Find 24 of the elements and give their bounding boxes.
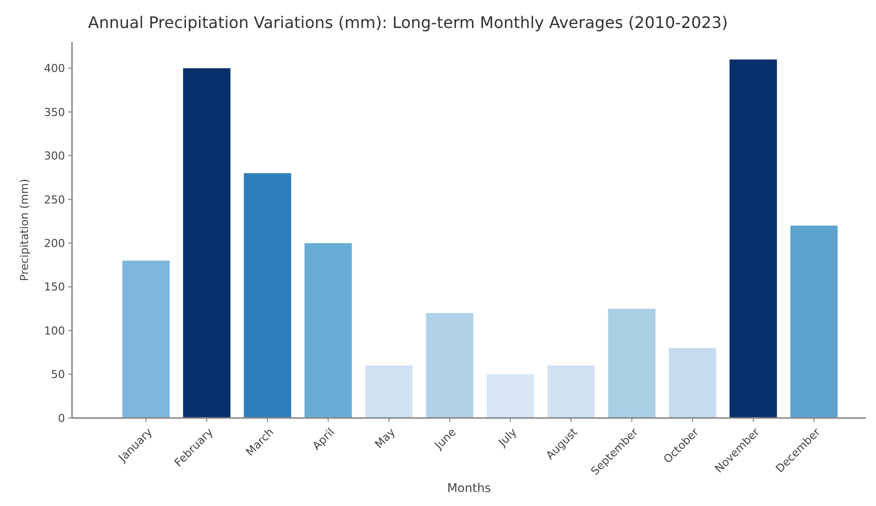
y-tick-label: 100	[44, 324, 65, 338]
y-tick-label: 300	[44, 150, 65, 163]
bar	[790, 226, 838, 418]
bar	[730, 59, 777, 418]
chart-title: Annual Precipitation Variations (mm): Long-term Monthly Averages (2010-2023)	[88, 13, 728, 32]
bar	[668, 348, 716, 418]
y-tick-label: 50	[51, 368, 65, 382]
bar	[122, 260, 170, 418]
y-tick-label: 200	[44, 236, 65, 250]
y-tick-label: 400	[44, 62, 65, 76]
bar	[244, 173, 292, 418]
bar	[426, 313, 474, 418]
bar	[365, 366, 413, 418]
y-tick-label: 150	[44, 280, 65, 294]
y-axis-title: Precipitation (mm)	[18, 178, 31, 282]
bar	[183, 68, 230, 418]
y-tick-label: 250	[44, 193, 65, 206]
bar	[304, 243, 352, 418]
x-axis-title: Months	[447, 481, 491, 495]
y-tick-label: 350	[44, 106, 65, 119]
y-tick-label: 0	[58, 412, 65, 425]
bar	[486, 374, 534, 418]
bar	[608, 308, 656, 418]
bar	[547, 366, 595, 418]
